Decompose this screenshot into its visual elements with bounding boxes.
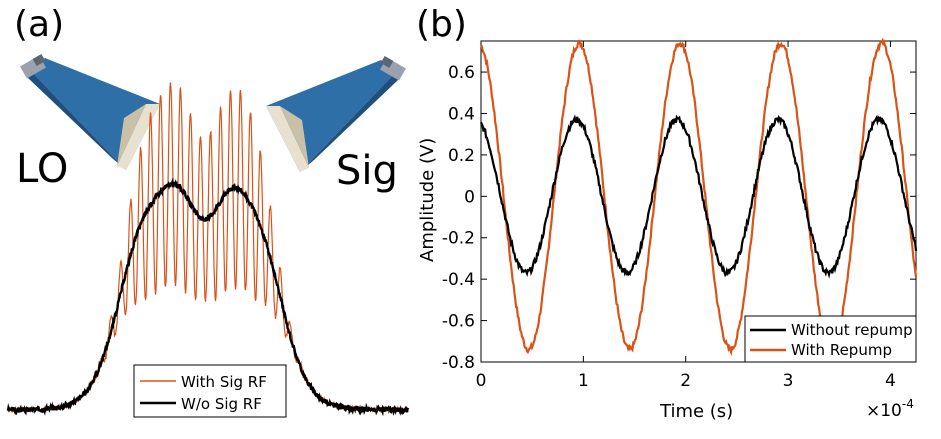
legend-panel-b: Without repump With Repump [744, 315, 917, 363]
x-axis-title: Time (s) [659, 401, 733, 422]
x-multiplier: ×10-4 [866, 397, 914, 421]
x-tick-label: 1 [578, 371, 589, 391]
y-tick-label: 0.4 [448, 104, 475, 124]
panel-a-label: (a) [14, 4, 64, 45]
series-with-repump [480, 37, 918, 357]
lo-horn-antenna-icon [19, 54, 160, 170]
legend-label-without-sig-rf: W/o Sig RF [181, 395, 262, 413]
series-with-sig-rf [7, 82, 409, 415]
y-tick-label: -0.2 [442, 229, 475, 249]
y-tick-label: 0.2 [448, 146, 475, 166]
y-axis-title: Amplitude (V) [417, 138, 438, 262]
sig-label: Sig [336, 148, 398, 194]
x-tick-label: 4 [885, 371, 896, 391]
y-tick-label: 0 [464, 187, 475, 207]
x-tick-label: 3 [783, 371, 794, 391]
y-tick-label: -0.6 [442, 312, 475, 332]
sig-horn-antenna-icon [266, 56, 407, 172]
lo-label: LO [16, 146, 68, 192]
y-tick-label: 0.6 [448, 63, 475, 83]
panel-b-label: (b) [416, 4, 467, 45]
plot-b-axes [480, 40, 917, 363]
y-ticks: -0.8 -0.6 -0.4 -0.2 0 0.2 0.4 0.6 [442, 63, 916, 373]
y-tick-label: -0.4 [442, 270, 475, 290]
legend-label-with-repump: With Repump [791, 341, 892, 359]
x-ticks: 0 1 2 3 4 [476, 41, 896, 391]
legend-label-with-sig-rf: With Sig RF [181, 373, 267, 391]
series-without-sig-rf [6, 177, 410, 417]
y-tick-label: -0.8 [442, 353, 475, 373]
legend-panel-a: With Sig RF W/o Sig RF [133, 364, 287, 418]
x-tick-label: 0 [476, 371, 487, 391]
x-tick-label: 2 [680, 371, 691, 391]
legend-label-without-repump: Without repump [791, 321, 913, 339]
series-without-repump [479, 114, 918, 279]
